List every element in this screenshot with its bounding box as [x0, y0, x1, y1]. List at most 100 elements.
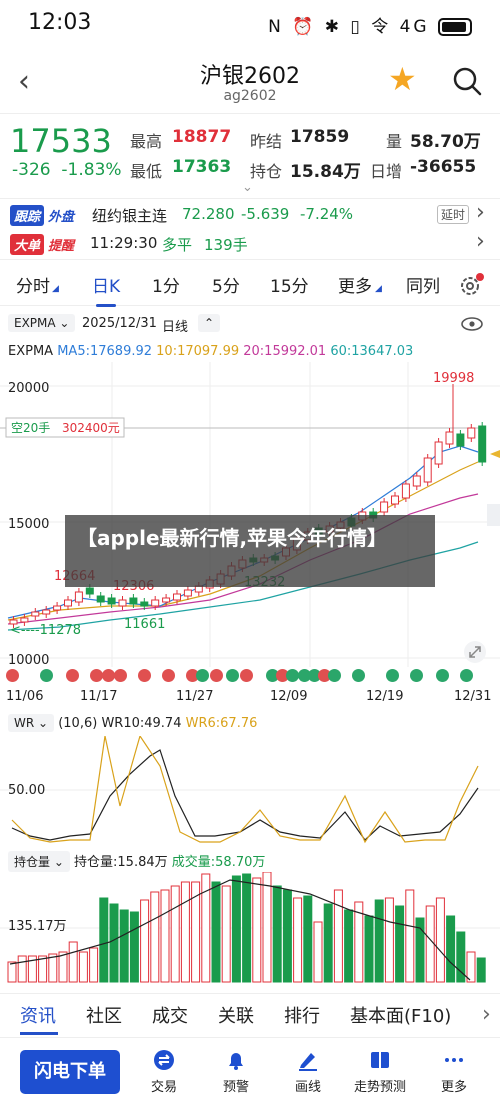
- ai-badge-icon[interactable]: [102, 669, 115, 682]
- tab-related[interactable]: 关联: [218, 1006, 254, 1027]
- overseas-follow-row[interactable]: 跟踪 外盘 纽约银主连 72.280 -5.639 -7.24% 延时 ›: [0, 198, 500, 230]
- bottom-tabs-chevron-icon[interactable]: ›: [482, 1002, 491, 1027]
- ai-badge-icon[interactable]: [266, 669, 279, 682]
- position-box[interactable]: [5, 417, 125, 438]
- side-handle[interactable]: [487, 504, 500, 526]
- ai-badge-icon[interactable]: [40, 669, 53, 682]
- search-icon[interactable]: [452, 66, 482, 96]
- ai-badge-icon[interactable]: [352, 669, 365, 682]
- ai-badge-icon[interactable]: [318, 669, 331, 682]
- bottom-tabs: 资讯 社区 成交 关联 排行 基本面(F10) ›: [0, 993, 500, 1037]
- last-price: 17533: [10, 122, 112, 160]
- tab-fundamentals[interactable]: 基本面(F10): [350, 1006, 452, 1027]
- ai-badge-icon[interactable]: [276, 669, 289, 682]
- eye-icon[interactable]: [460, 316, 484, 332]
- ai-badge-icon[interactable]: [286, 669, 299, 682]
- candle: [162, 597, 171, 603]
- tab-trades[interactable]: 成交: [152, 1006, 188, 1027]
- big-order-chevron-icon[interactable]: ›: [476, 229, 485, 254]
- ai-badge-icon[interactable]: [66, 669, 79, 682]
- volume-bar: [242, 873, 252, 983]
- settings-gear-icon[interactable]: [458, 272, 484, 298]
- tab-timeshare[interactable]: 分时: [16, 277, 50, 297]
- indicator-selector[interactable]: EXPMA ⌄: [8, 314, 76, 332]
- big-order-type: 多平: [162, 236, 193, 254]
- ai-badge-icon[interactable]: [386, 669, 399, 682]
- wr-selector[interactable]: WR ⌄: [8, 714, 55, 732]
- ai-badge-icon[interactable]: [114, 669, 127, 682]
- more-dropdown-icon[interactable]: ◢: [375, 284, 382, 294]
- follow-badge: 跟踪: [10, 205, 45, 226]
- ai-badge-icon[interactable]: [328, 669, 341, 682]
- x-tick-1: 11/17: [80, 689, 118, 704]
- candle: [42, 609, 51, 615]
- ai-badge-icon[interactable]: [460, 669, 473, 682]
- wr-params: (10,6): [58, 716, 98, 731]
- volume-bar: [395, 905, 405, 983]
- tab-1min[interactable]: 1分: [152, 277, 180, 297]
- nav-trade[interactable]: 交易: [134, 1048, 194, 1095]
- ai-badge-icon[interactable]: [186, 669, 199, 682]
- oi-selector[interactable]: 持仓量 ⌄: [8, 851, 70, 872]
- expand-chevron-icon[interactable]: ⌄: [242, 180, 253, 195]
- volume-bar: [374, 899, 384, 983]
- ai-badge-icon[interactable]: [162, 669, 175, 682]
- chart-period: 日线: [162, 320, 189, 335]
- flash-order-button[interactable]: 闪电下单: [20, 1050, 120, 1094]
- x-tick-5: 12/31: [454, 689, 492, 704]
- nav-alert[interactable]: 预警: [206, 1048, 266, 1095]
- timeshare-dropdown-icon[interactable]: ◢: [52, 284, 59, 294]
- nav-draw[interactable]: 画线: [278, 1048, 338, 1095]
- ma10-value: 10:17097.99: [156, 344, 240, 359]
- tab-news[interactable]: 资讯: [20, 1006, 56, 1027]
- candlestick-chart[interactable]: 20000 15000 10000 空20手 302400元 19998 126…: [0, 362, 500, 667]
- ai-badge-icon[interactable]: [308, 669, 321, 682]
- nav-more[interactable]: 更多: [424, 1048, 484, 1095]
- tab-ranking[interactable]: 排行: [284, 1006, 320, 1027]
- annotation-11278: 11278: [40, 623, 81, 638]
- follow-chevron-icon[interactable]: ›: [476, 200, 485, 225]
- ai-badge-icon[interactable]: [298, 669, 311, 682]
- volume-bar: [354, 901, 364, 983]
- big-order-time: 11:29:30: [90, 234, 158, 252]
- volume-bar: [456, 931, 466, 983]
- ai-badge-icon[interactable]: [240, 669, 253, 682]
- volume-bar: [27, 955, 37, 983]
- volume-chart: 135.17万: [0, 872, 500, 983]
- candle: [85, 587, 94, 595]
- tab-5min[interactable]: 5分: [212, 277, 240, 297]
- favorite-star-icon[interactable]: ★: [388, 60, 417, 98]
- ai-badge-icon[interactable]: [90, 669, 103, 682]
- ai-badge-icon[interactable]: [196, 669, 209, 682]
- volume-bar: [282, 889, 292, 983]
- tab-community[interactable]: 社区: [86, 1006, 122, 1027]
- collapse-chevron-icon[interactable]: ⌃: [198, 314, 221, 332]
- fullscreen-glyph: [469, 646, 481, 658]
- candle: [467, 427, 476, 439]
- follow-change-pct: -7.24%: [300, 205, 354, 223]
- prev-settle-label: 昨结: [250, 132, 283, 151]
- ai-badge-icon[interactable]: [138, 669, 151, 682]
- bottom-nav: 闪电下单 交易 预警 画线 走势预测 更多: [0, 1037, 500, 1105]
- nav-forecast[interactable]: 走势预测: [350, 1048, 410, 1095]
- volume-value: 58.70万: [410, 132, 481, 152]
- big-order-row[interactable]: 大单 提醒 11:29:30 多平 139手 ›: [0, 228, 500, 260]
- tab-15min[interactable]: 15分: [270, 277, 309, 297]
- ai-badge-icon[interactable]: [210, 669, 223, 682]
- page-subtitle: ag2602: [223, 88, 277, 104]
- back-icon[interactable]: ‹: [18, 64, 30, 99]
- ai-badge-icon[interactable]: [410, 669, 423, 682]
- ai-badge-icon[interactable]: [226, 669, 239, 682]
- daily-add-value: -36655: [410, 157, 477, 177]
- tab-same-list[interactable]: 同列: [406, 277, 440, 297]
- candle: [434, 441, 443, 465]
- tab-news-underline: [20, 1032, 58, 1035]
- overseas-badge: 外盘: [48, 210, 75, 225]
- ai-badge-icon[interactable]: [6, 669, 19, 682]
- status-bar: 12:03 N ⏰ ✱ ▯ 令 4G: [0, 0, 500, 48]
- tab-daily-k[interactable]: 日K: [92, 272, 120, 307]
- volume-bar: [303, 895, 313, 983]
- ai-badge-icon[interactable]: [436, 669, 449, 682]
- tab-more[interactable]: 更多: [338, 277, 372, 297]
- promo-banner[interactable]: 【apple最新行情,苹果今年行情】: [65, 515, 435, 587]
